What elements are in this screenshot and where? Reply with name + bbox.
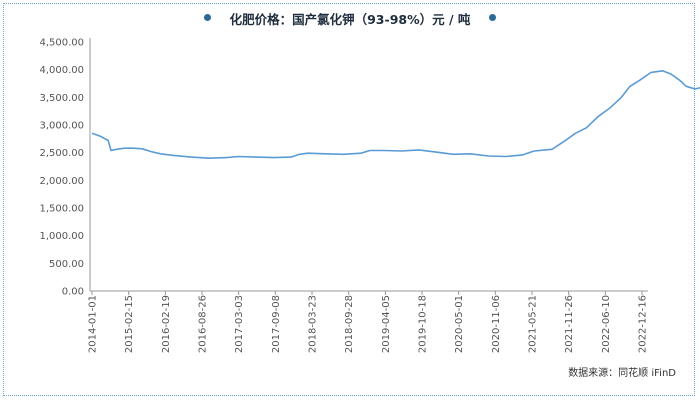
x-tick-label: 2021-05-21 [528, 295, 539, 353]
y-tick-label: 4,500.00 [39, 38, 84, 49]
x-tick-label: 2016-08-26 [198, 295, 209, 353]
x-tick-label: 2020-05-01 [454, 295, 465, 353]
title-mask [210, 6, 490, 28]
y-axis: 4,500.00 4,000.00 3,500.00 3,000.00 2,500.00… [39, 38, 91, 298]
x-tick-label: 2017-09-08 [271, 295, 282, 353]
y-tick-label: 2,500.00 [39, 148, 84, 159]
y-tick-label: 3,000.00 [39, 121, 84, 132]
x-tick-label: 2015-02-15 [124, 295, 135, 353]
y-tick-label: 1,500.00 [39, 204, 84, 215]
x-axis: 2014-01-01 2015-02-15 2016-02-19 2016-08-26… [88, 290, 649, 353]
chart-title: 化肥价格：国产氯化钾（93-98%）元 / 吨 [229, 12, 471, 27]
price-series-line [91, 70, 700, 159]
x-tick-label: 2017-03-03 [234, 295, 245, 353]
x-tick-label: 2018-03-23 [308, 295, 319, 353]
title-left-dot [204, 14, 211, 21]
x-tick-label: 2014-01-01 [88, 295, 99, 353]
x-tick-label: 2022-06-10 [601, 295, 612, 353]
x-tick-label: 2022-12-16 [638, 295, 649, 353]
y-tick-label: 3,500.00 [39, 93, 84, 104]
y-tick-label: 4,000.00 [39, 65, 84, 76]
series-group [91, 70, 700, 159]
x-tick-label: 2019-10-18 [418, 295, 429, 353]
y-tick-label: 500.00 [49, 259, 84, 270]
title-right-dot [489, 14, 496, 21]
x-tick-label: 2021-11-26 [564, 295, 575, 353]
x-tick-label: 2019-04-05 [381, 295, 392, 353]
data-source-label: 数据来源：同花顺 iFinD [568, 368, 676, 379]
x-tick-label: 2018-09-28 [344, 295, 355, 353]
x-tick-label: 2016-02-19 [161, 295, 172, 353]
x-tick-label: 2020-11-06 [491, 295, 502, 353]
chart-frame [3, 3, 695, 396]
y-tick-label: 0.00 [62, 287, 84, 298]
y-tick-label: 1,000.00 [39, 231, 84, 242]
y-tick-label: 2,000.00 [39, 176, 84, 187]
title-row: 化肥价格：国产氯化钾（93-98%）元 / 吨 [0, 4, 700, 28]
